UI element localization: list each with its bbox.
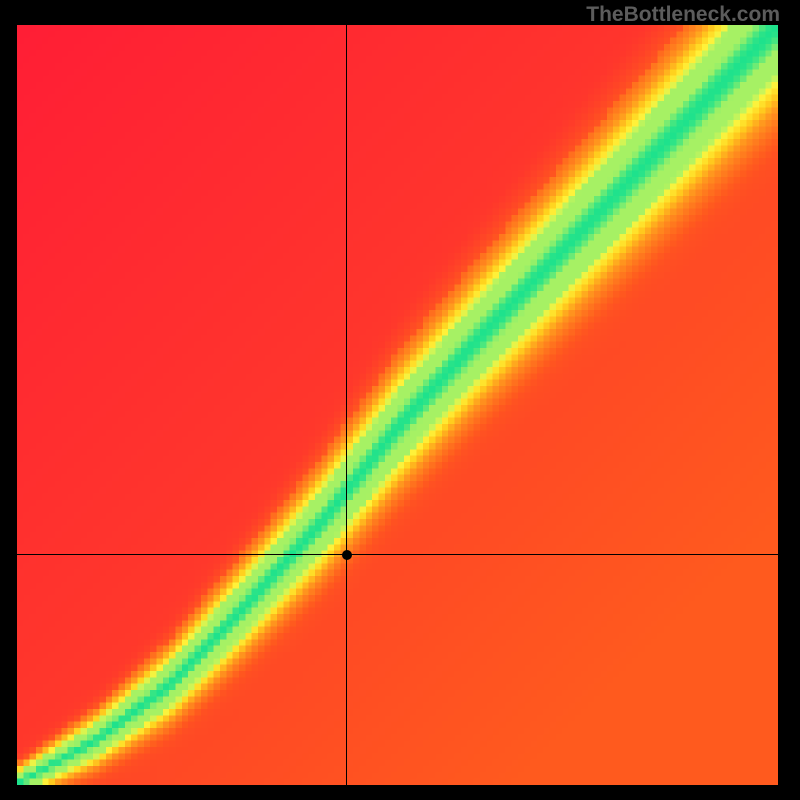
- watermark-text: TheBottleneck.com: [586, 3, 780, 27]
- chart-stage: TheBottleneck.com: [0, 0, 800, 800]
- bottleneck-heatmap: [17, 25, 778, 785]
